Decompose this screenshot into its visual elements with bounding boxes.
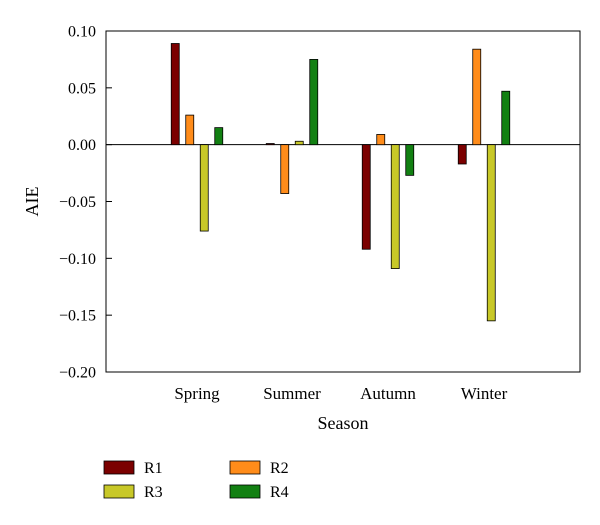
legend: R1 R2 R3 R4 [103, 460, 289, 501]
bar-r3-autumn [390, 144, 400, 269]
legend-label-r1: R1 [144, 460, 163, 477]
y-tick-label: 0.10 [68, 24, 96, 41]
bar-r4-winter [501, 90, 511, 146]
x-axis-label: Season [318, 413, 369, 433]
y-tick-label: −0.20 [59, 365, 96, 382]
bar-r3-spring [199, 144, 209, 232]
bar-r1-winter [457, 144, 467, 165]
bar-r1-spring [170, 43, 180, 146]
bar-r2-spring [185, 114, 195, 146]
y-tick-label: 0.00 [68, 137, 96, 154]
bar-r4-spring [214, 127, 224, 146]
bar-r4-summer [309, 59, 319, 146]
bar-r3-winter [486, 144, 496, 322]
legend-swatch-r1 [103, 460, 135, 475]
legend-swatch-r4 [229, 484, 261, 499]
x-tick-label: Spring [174, 384, 220, 403]
y-tick-label: 0.05 [68, 80, 96, 97]
x-tick-label: Summer [263, 384, 321, 403]
legend-swatch-r3 [103, 484, 135, 499]
bar-r4-autumn [405, 144, 415, 176]
bar-r1-autumn [361, 144, 371, 250]
y-tick-label: −0.10 [59, 251, 96, 268]
legend-label-r3: R3 [144, 484, 163, 501]
y-tick-label: −0.05 [59, 194, 96, 211]
x-tick-label: Autumn [360, 384, 416, 403]
y-axis-label: AIE [22, 187, 42, 217]
bar-r2-summer [280, 144, 290, 194]
y-tick-label: −0.15 [59, 308, 96, 325]
legend-label-r2: R2 [270, 460, 289, 477]
bar-r3-summer [294, 140, 304, 146]
legend-swatch-r2 [229, 460, 261, 475]
bar-r2-winter [472, 48, 482, 146]
bar-r2-autumn [376, 134, 386, 146]
bar-r1-summer [265, 143, 275, 146]
x-tick-label: Winter [461, 384, 508, 403]
legend-label-r4: R4 [270, 484, 289, 501]
